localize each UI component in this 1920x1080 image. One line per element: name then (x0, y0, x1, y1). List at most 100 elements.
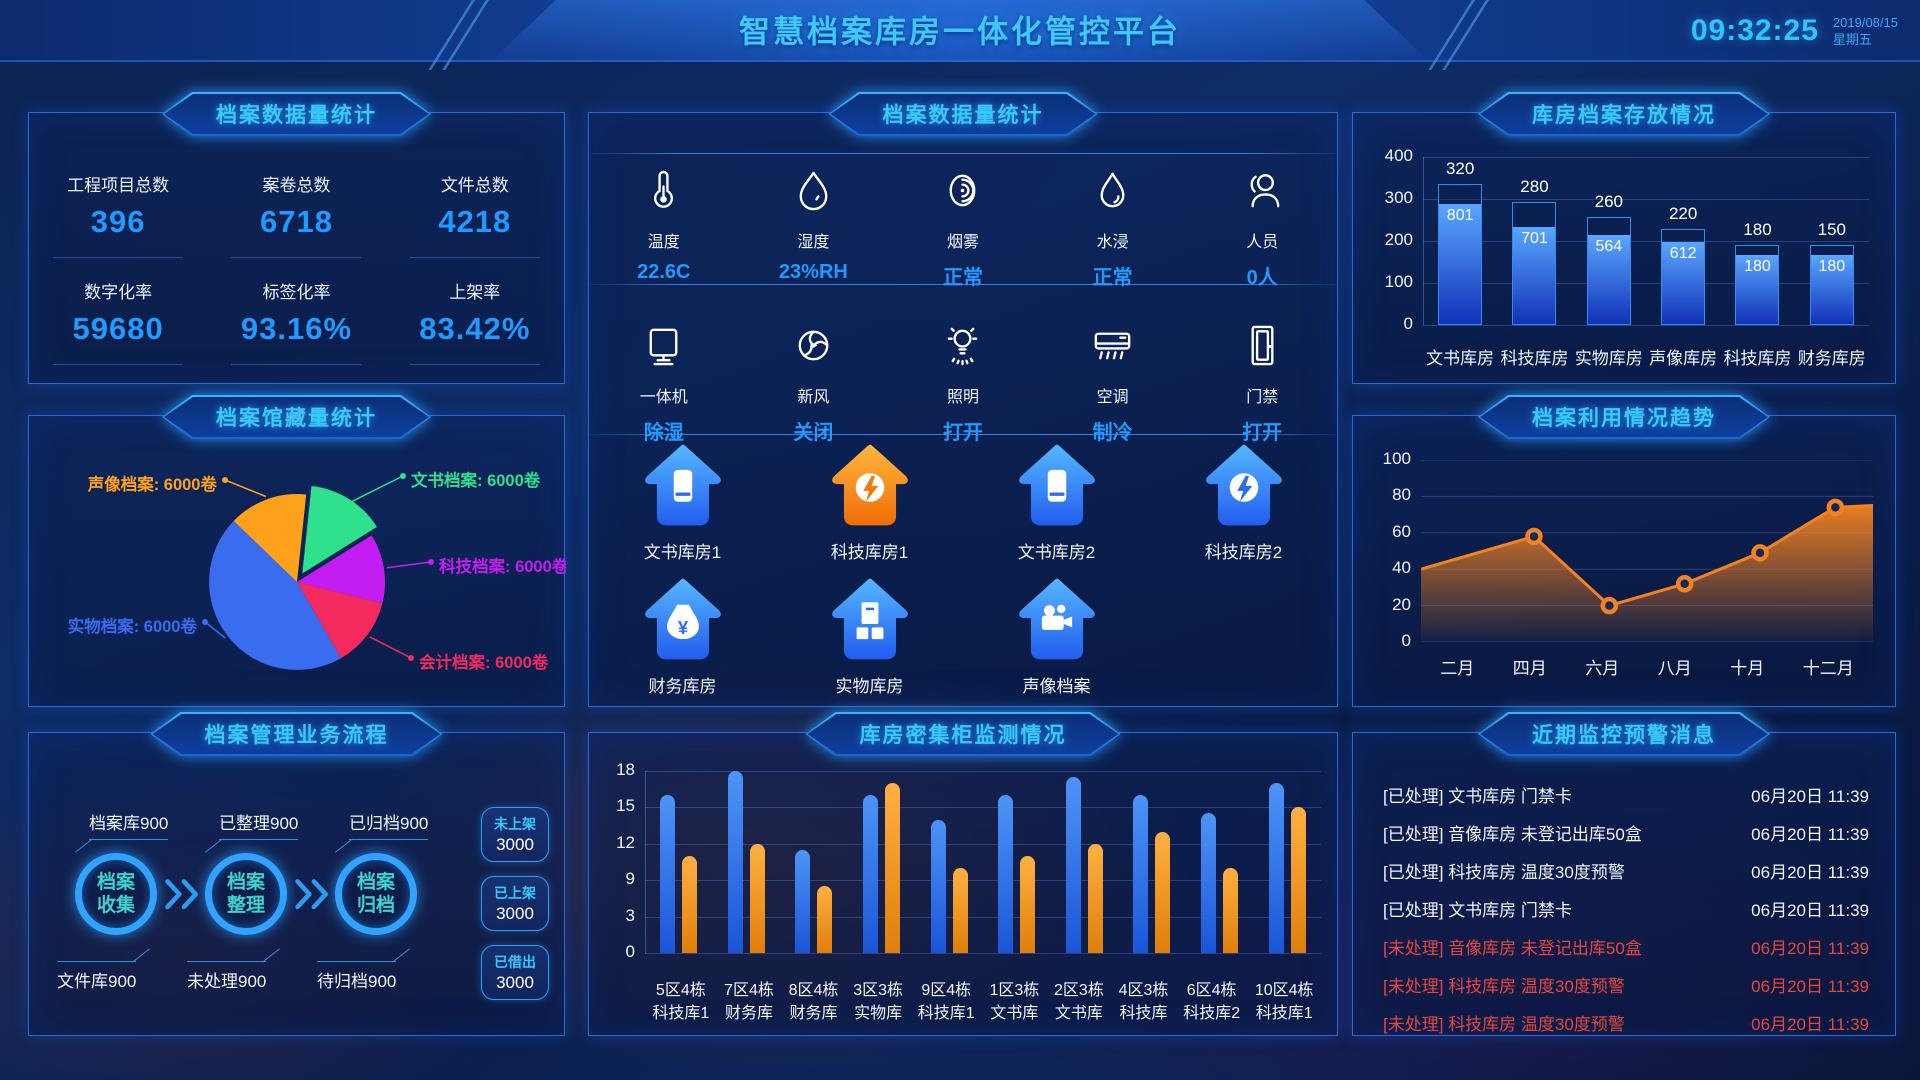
bar-blue (998, 795, 1014, 953)
stat-value: 59680 (72, 311, 164, 346)
sensor-label: 一体机 (639, 389, 688, 406)
y-axis-line (645, 771, 646, 953)
alert-row[interactable]: [已处理] 文书库房 门禁卡 06月20日 11:39 (1383, 775, 1869, 813)
flow-bottom-label: 待归档900 (317, 961, 397, 997)
bar-orange (885, 783, 901, 953)
x-label-line2: 科技库2 (1183, 1005, 1241, 1022)
room-文书库房2[interactable]: 文书库房2 (963, 443, 1150, 563)
trend-marker (1525, 527, 1543, 546)
flow-top-label: 已整理900 (219, 809, 299, 840)
y-axis-tick: 300 (1384, 188, 1413, 207)
gridline (645, 916, 1321, 918)
pie-slice-科技档案 (297, 535, 385, 604)
sensor-value: 制冷 (1092, 422, 1133, 444)
room-文书库房1[interactable]: 文书库房1 (589, 443, 776, 563)
bar-blue (795, 849, 811, 953)
room-label: 文书库房1 (643, 543, 722, 562)
room-label: 实物库房 (835, 677, 904, 696)
alert-message: 文书库房 门禁卡 (1448, 786, 1572, 806)
stat-label: 文件总数 (440, 176, 509, 195)
alert-row[interactable]: [未处理] 音像库房 未登记出库50盒 06月20日 11:39 (1383, 927, 1869, 965)
room-财务库房[interactable]: ¥ 财务库房 (589, 577, 776, 697)
flow-button-未上架[interactable]: 未上架 3000 (481, 807, 549, 862)
alert-status: [未处理] (1383, 938, 1444, 958)
sensor-label: 人员 (1246, 234, 1279, 251)
x-axis-label: 5区4栋 科技库1 (652, 979, 709, 1025)
room-实物库房[interactable]: 实物库房 (776, 577, 963, 697)
page-title: 智慧档案库房一体化管控平台 (739, 14, 1181, 50)
y-axis-tick: 100 (1384, 272, 1413, 291)
sensor-照明: 照明 打开 (888, 314, 1038, 451)
x-label-line2: 实物库 (854, 1005, 903, 1022)
stored-value: 801 (1446, 206, 1474, 224)
panel-collection-stats: 档案馆藏量统计 文书档案: 6000卷 科技档案: 6000卷 会计档案: 6000… (28, 415, 569, 707)
alert-message: 音像库房 未登记出库50盒 (1448, 824, 1642, 844)
bar-blue (930, 819, 946, 953)
flow-step-circle: 档案归档 (335, 853, 417, 935)
x-label-line1: 2区3栋 (1054, 982, 1104, 999)
alert-time: 06月20日 11:39 (1751, 824, 1869, 844)
pie-slice-label: 会计档案: 6000卷 (419, 652, 549, 672)
bar-blue (1268, 783, 1284, 953)
panel-title: 档案数据量统计 (216, 104, 377, 127)
x-label-line1: 10区4栋 (1254, 982, 1314, 999)
x-label-line2: 科技库 (1119, 1005, 1168, 1022)
cabinet-plot: 18 15 12 9 3 0 (616, 760, 1321, 961)
capacity-value: 260 (1594, 191, 1623, 211)
x-axis-label: 10区4栋 科技库1 (1255, 979, 1314, 1025)
stored-bar: 564 (1587, 235, 1630, 324)
y-axis-tick: 400 (1384, 146, 1413, 165)
stat-label: 数字化率 (84, 283, 153, 302)
y-axis-tick: 18 (616, 760, 635, 779)
alert-row[interactable]: [未处理] 科技库房 温度30度预警 06月20日 11:39 (1383, 965, 1869, 1003)
x-axis-label: 实物库房 (1574, 349, 1643, 368)
alert-row[interactable]: [已处理] 文书库房 门禁卡 06月20日 11:39 (1383, 889, 1869, 927)
storage-plot: 400 300 200 100 0 320 801 280 701 260 564 220 612 180… (1385, 146, 1869, 333)
y-axis-tick: 0 (1403, 314, 1413, 333)
sensor-新风: 新风 关闭 (739, 314, 889, 451)
alert-row[interactable]: [已处理] 音像库房 未登记出库50盒 06月20日 11:39 (1383, 813, 1869, 851)
water-icon (1089, 167, 1136, 219)
alert-row[interactable]: [已处理] 科技库房 温度30度预警 06月20日 11:39 (1383, 851, 1869, 889)
sensor-value: 打开 (1242, 422, 1283, 444)
pie-leader-dot (400, 473, 406, 479)
room-声像档案[interactable]: 声像档案 (963, 577, 1150, 697)
sensor-label: 门禁 (1246, 389, 1279, 406)
svg-text:¥: ¥ (677, 617, 688, 638)
pie-slice-label: 实物档案: 6000卷 (68, 616, 198, 636)
flow-button-value: 3000 (496, 973, 534, 992)
panel-title-badge: 库房密集柜监测情况 (806, 712, 1121, 756)
capacity-value: 280 (1520, 177, 1549, 197)
x-axis-labels: 二月 四月 六月 八月 十月 十二月 (1421, 654, 1873, 679)
clock: 09:32:25 (1690, 14, 1819, 47)
sensor-label: 湿度 (797, 234, 830, 251)
stat-label: 案卷总数 (262, 176, 331, 195)
gridline (1423, 157, 1869, 158)
alert-row[interactable]: [未处理] 科技库房 温度30度预警 06月20日 11:39 (1383, 1003, 1869, 1041)
gridline (1423, 241, 1869, 242)
bar-group (998, 771, 1036, 953)
y-axis-tick: 80 (1392, 485, 1411, 505)
x-axis-label: 八月 (1657, 659, 1692, 678)
flow-button-已上架[interactable]: 已上架 3000 (481, 876, 549, 931)
pie-leader-line (224, 479, 267, 498)
trend-marker (1600, 596, 1619, 615)
stat-value: 83.42% (419, 311, 531, 346)
pie-leader-dot (202, 619, 208, 625)
flow-button-已借出[interactable]: 已借出 3000 (481, 945, 549, 1000)
gridline (645, 807, 1321, 809)
book-room-icon (1015, 443, 1099, 532)
alert-status: [未处理] (1383, 976, 1444, 996)
sensor-空调: 空调 制冷 (1038, 314, 1188, 451)
x-label-line1: 7区4栋 (724, 982, 774, 999)
capacity-bar: 320 801 (1438, 159, 1483, 325)
room-label: 财务库房 (648, 677, 717, 696)
alert-text: [已处理] 文书库房 门禁卡 (1383, 782, 1741, 807)
room-科技库房1[interactable]: 科技库房1 (776, 443, 963, 563)
storage-bars: 320 801 280 701 260 564 220 612 180 180 150 180 (1423, 157, 1869, 325)
bar-group (660, 771, 698, 953)
panel-title-badge: 档案数据量统计 (162, 92, 431, 136)
room-科技库房2[interactable]: 科技库房2 (1150, 443, 1337, 563)
x-axis-label: 6区4栋 科技库2 (1183, 979, 1240, 1025)
capacity-value: 180 (1743, 220, 1772, 240)
